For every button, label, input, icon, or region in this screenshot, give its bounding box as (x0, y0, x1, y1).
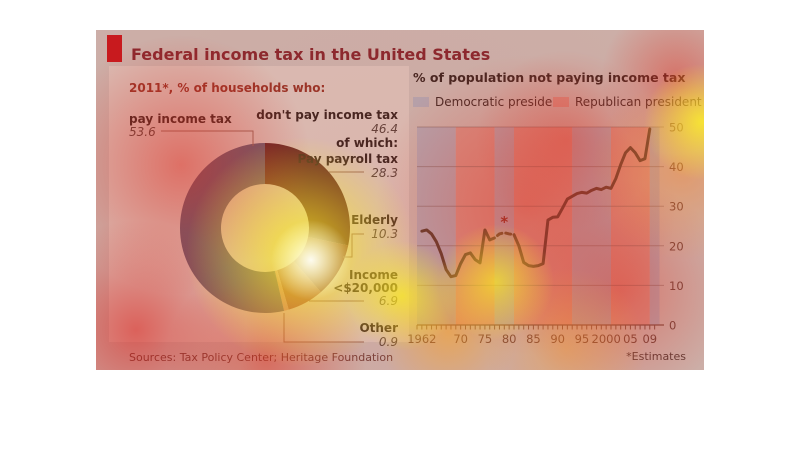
y-tick-label: 10 (669, 279, 684, 293)
value-income: 6.9 (378, 294, 398, 308)
page-title: Federal income tax in the United States (131, 45, 491, 64)
x-tick-label: 2000 (592, 332, 621, 346)
x-tick-label: 70 (453, 332, 468, 346)
democratic-swatch (413, 97, 429, 107)
band-republican (455, 127, 495, 325)
x-tick-label: 85 (526, 332, 541, 346)
brand-accent-tab (107, 35, 122, 62)
donut-subtitle: 2011*, % of households who: (129, 81, 326, 95)
value-pay-income-tax: 53.6 (129, 125, 156, 139)
legend: Democratic president Republican presiden… (413, 95, 702, 109)
y-tick-label: 20 (669, 239, 684, 253)
x-tick-label: 1962 (407, 332, 436, 346)
y-tick-label: 40 (669, 160, 684, 174)
x-tick-label: 95 (575, 332, 590, 346)
y-tick-label: 50 (669, 121, 684, 135)
label-payroll-tax: Pay payroll tax (297, 152, 398, 166)
x-tick-label: 09 (642, 332, 657, 346)
estimates-note: *Estimates (626, 350, 686, 363)
value-elderly: 10.3 (371, 227, 398, 241)
value-other: 0.9 (378, 335, 398, 349)
x-tick-label: 75 (478, 332, 493, 346)
label-dont-pay: don't pay income tax (256, 108, 398, 122)
band-republican (514, 127, 573, 325)
value-payroll-tax: 28.3 (371, 166, 398, 180)
legend-item-republican: Republican president (553, 95, 702, 109)
band-democratic (417, 127, 456, 325)
label-income-line2: <$20,000 (333, 281, 398, 295)
republican-swatch (553, 97, 569, 107)
band-democratic (649, 127, 660, 325)
sources-note: Sources: Tax Policy Center; Heritage Fou… (129, 351, 394, 364)
legend-item-democratic: Democratic president (413, 95, 565, 109)
label-income-line1: Income (348, 268, 398, 282)
estimate-asterisk: * (500, 213, 508, 231)
x-tick-label: 05 (623, 332, 638, 346)
label-elderly: Elderly (351, 213, 398, 227)
label-pay-income-tax: pay income tax (129, 112, 232, 126)
line-chart: 0 10 20 30 40 50 1962 70 75 80 85 90 95 2000 05 09 * (407, 121, 684, 347)
label-of-which: of which: (336, 136, 398, 150)
legend-label-republican: Republican president (575, 95, 702, 109)
chart-figure: Federal income tax in the United States … (96, 30, 704, 370)
legend-label-democratic: Democratic president (435, 95, 565, 109)
y-tick-label: 30 (669, 200, 684, 214)
band-democratic (572, 127, 611, 325)
line-chart-title: % of population not paying income tax (413, 70, 686, 85)
value-dont-pay: 46.4 (371, 122, 398, 136)
label-other: Other (359, 321, 398, 335)
x-tick-label: 90 (550, 332, 565, 346)
y-tick-label: 0 (669, 319, 676, 333)
x-tick-label: 80 (502, 332, 517, 346)
